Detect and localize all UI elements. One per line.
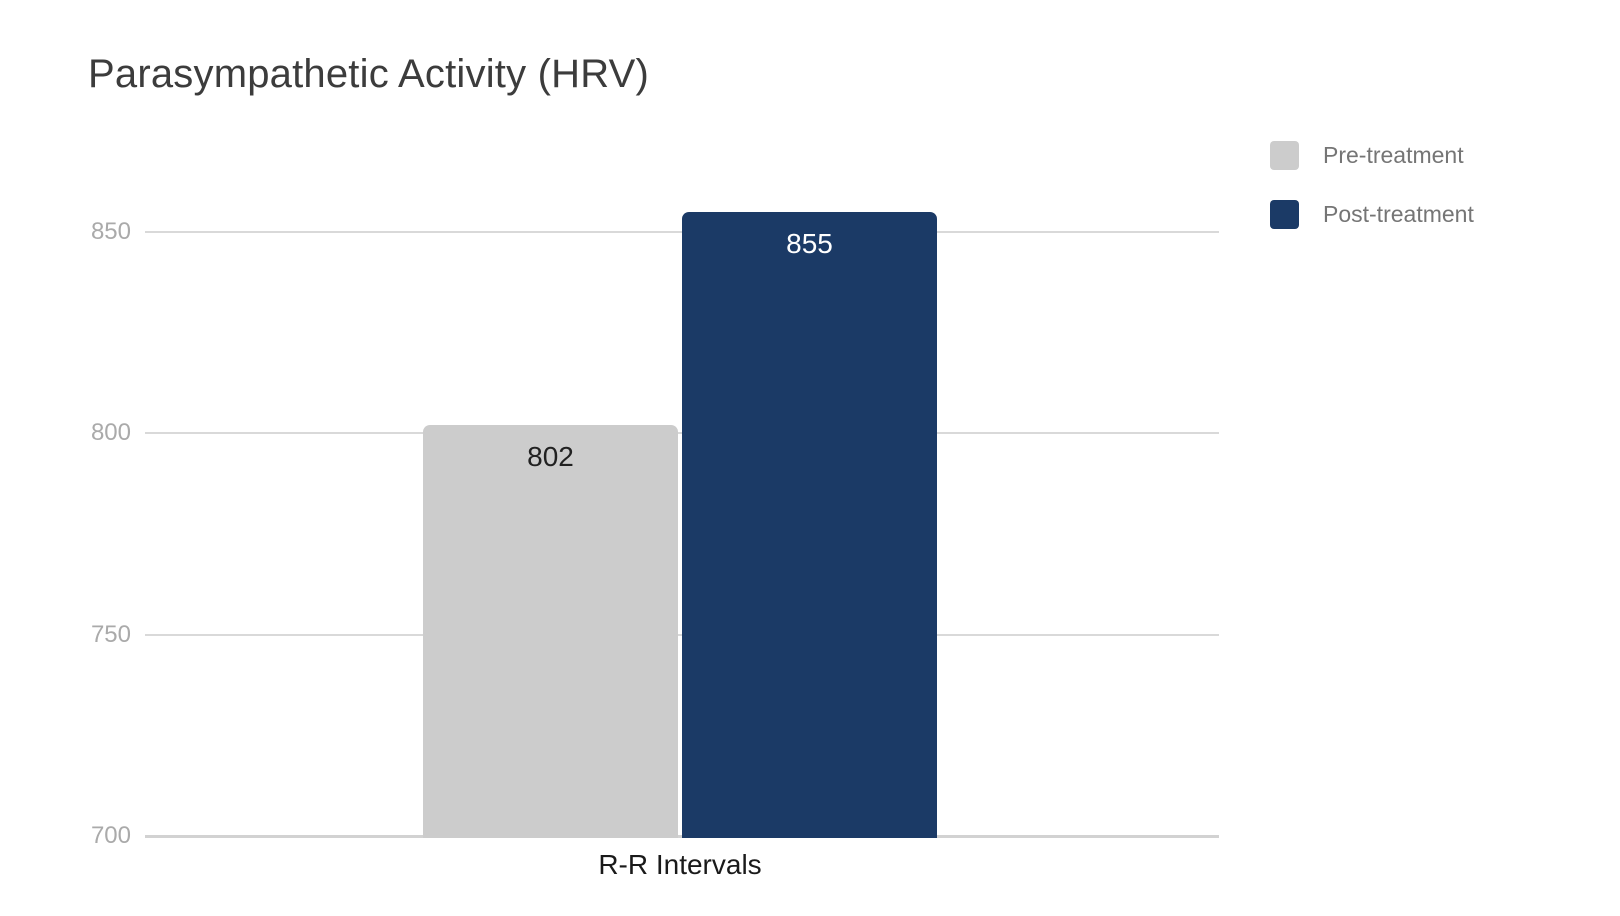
y-tick-label-850: 850 — [90, 218, 131, 245]
bar-value-label-pre-treatment: 802 — [527, 441, 574, 472]
legend-item-pre-treatment[interactable]: Pre-treatment — [1270, 141, 1464, 170]
x-axis-category-label: R-R Intervals — [598, 849, 762, 880]
bar-pre-treatment[interactable] — [423, 425, 678, 838]
y-tick-label-700: 700 — [90, 822, 131, 849]
y-tick-label-750: 750 — [90, 621, 131, 648]
y-tick-label-800: 800 — [90, 419, 131, 446]
bar-value-label-post-treatment: 855 — [786, 228, 833, 259]
chart-title: Parasympathetic Activity (HRV) — [88, 52, 649, 96]
legend-label-post-treatment: Post-treatment — [1323, 201, 1474, 227]
legend-swatch-pre-treatment-icon — [1270, 141, 1299, 170]
bar-post-treatment[interactable] — [682, 212, 937, 838]
legend-swatch-post-treatment-icon — [1270, 200, 1299, 229]
legend-label-pre-treatment: Pre-treatment — [1323, 142, 1464, 168]
legend-item-post-treatment[interactable]: Post-treatment — [1270, 200, 1474, 229]
